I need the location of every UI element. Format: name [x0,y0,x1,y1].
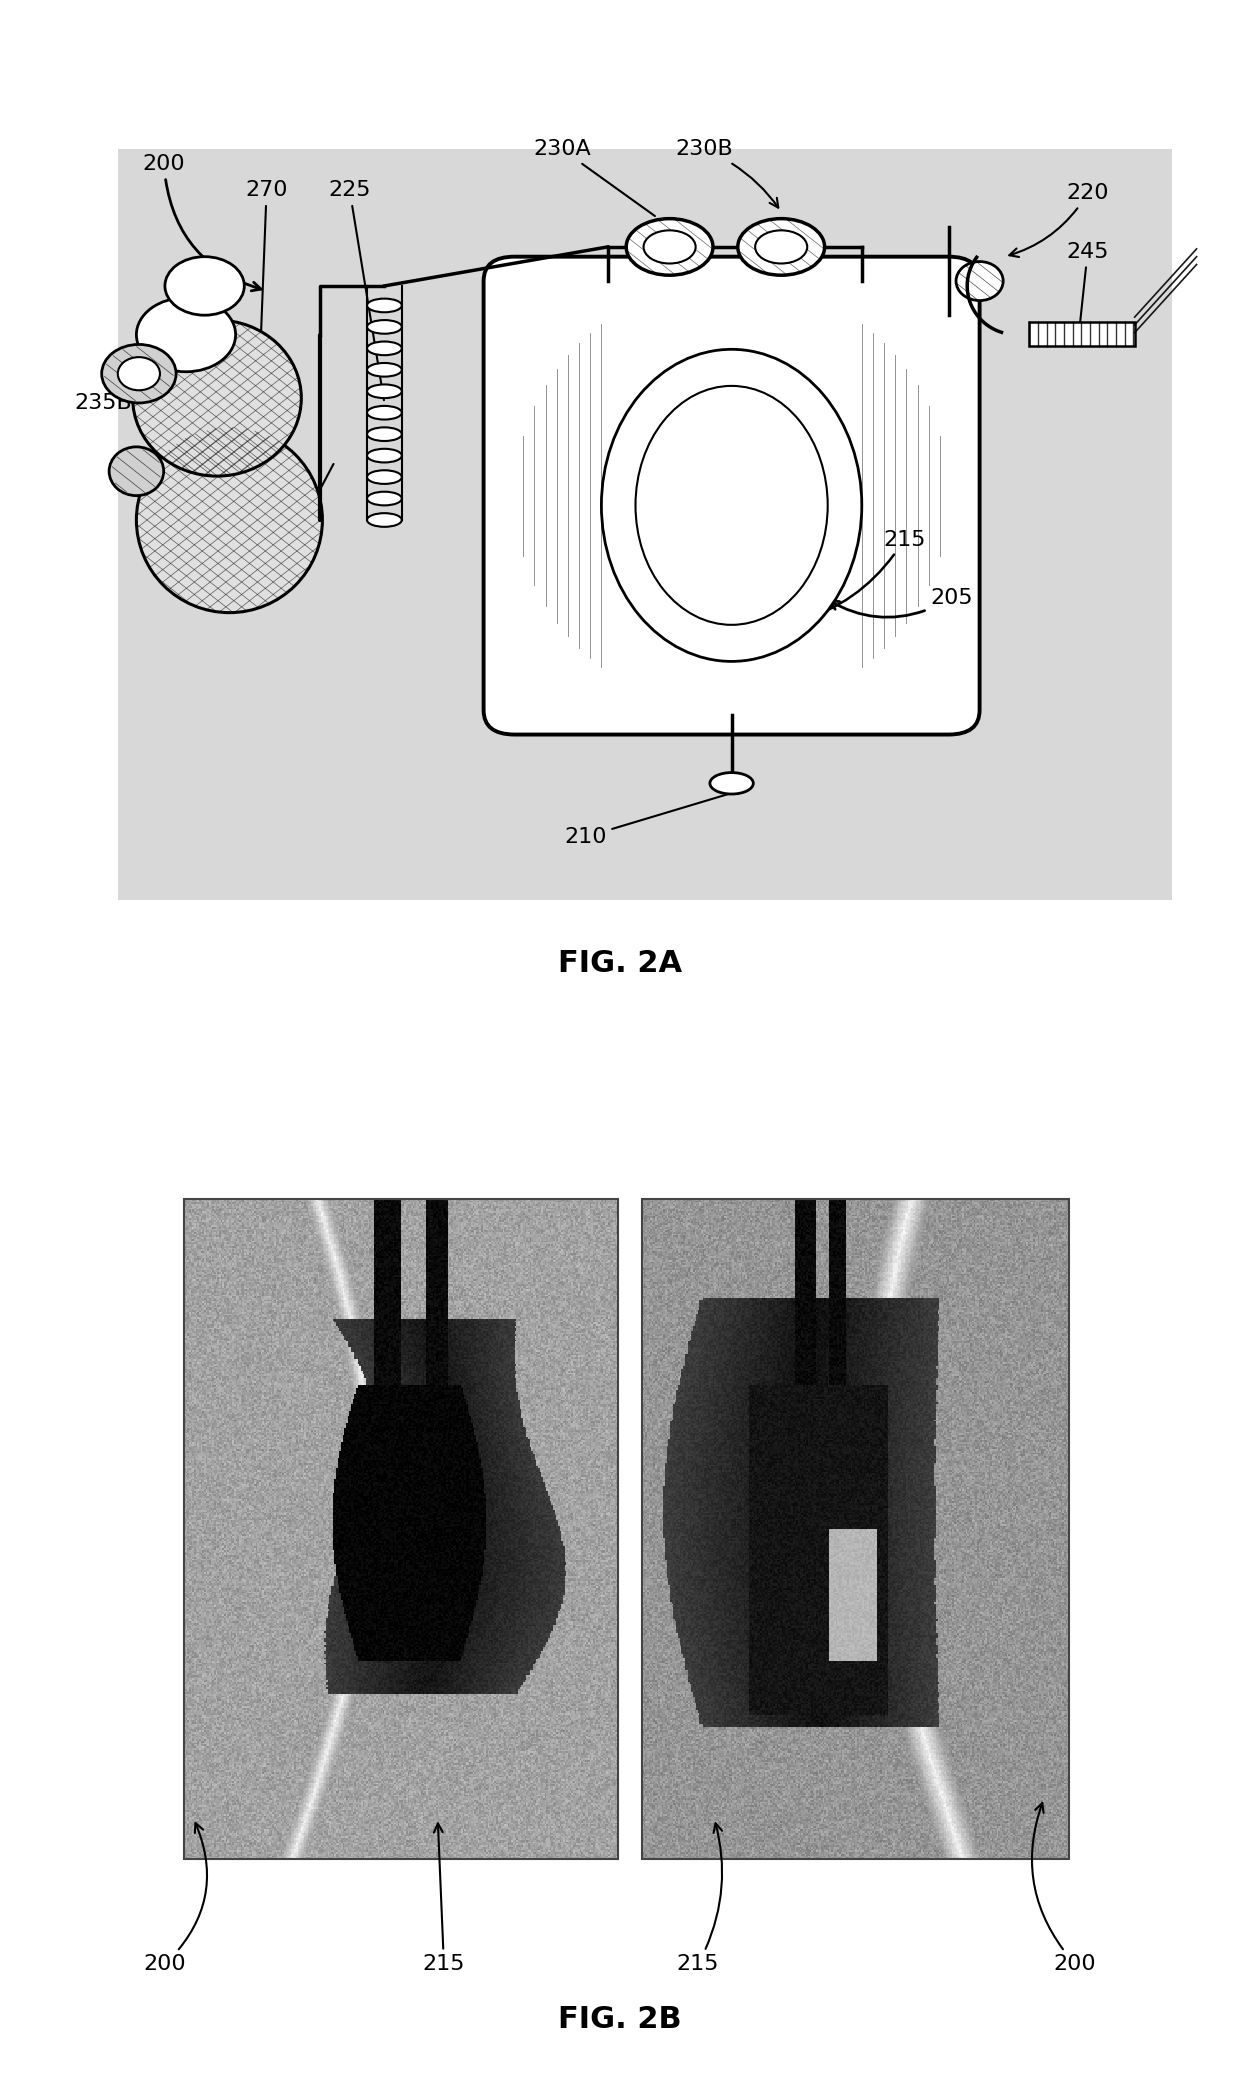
Ellipse shape [367,363,402,378]
Bar [1029,322,1135,347]
Ellipse shape [635,386,828,625]
Text: 200: 200 [143,154,260,290]
Ellipse shape [956,261,1003,301]
Ellipse shape [109,446,164,496]
Ellipse shape [136,427,322,612]
Text: FIG. 2A: FIG. 2A [558,948,682,977]
Ellipse shape [133,320,301,475]
Ellipse shape [367,513,402,527]
Ellipse shape [165,257,244,315]
Text: 200: 200 [1032,1803,1096,1973]
Ellipse shape [367,299,402,311]
Text: 200: 200 [144,1824,207,1973]
Bar [642,1199,1069,1859]
Text: 240: 240 [283,465,334,529]
Ellipse shape [367,492,402,506]
Text: 220: 220 [1009,183,1109,257]
Ellipse shape [367,342,402,355]
Ellipse shape [626,218,713,276]
Text: 230A: 230A [533,139,655,216]
Ellipse shape [102,344,176,403]
Text: 270: 270 [246,181,288,347]
Ellipse shape [755,230,807,264]
Ellipse shape [367,407,402,419]
Ellipse shape [136,297,236,371]
Ellipse shape [367,427,402,442]
Text: 215: 215 [799,529,925,622]
Bar [118,149,1172,901]
Text: 205: 205 [830,587,972,616]
Text: 225: 225 [329,181,384,400]
Ellipse shape [118,357,160,390]
Ellipse shape [367,384,402,398]
Text: 215: 215 [423,1824,465,1973]
Text: 245: 245 [1066,243,1109,332]
Ellipse shape [709,772,753,795]
Text: 235A: 235A [190,415,250,463]
Ellipse shape [601,349,862,662]
Ellipse shape [738,218,825,276]
FancyBboxPatch shape [484,257,980,735]
Text: FIG. 2B: FIG. 2B [558,2004,682,2034]
Bar [184,1199,618,1859]
Ellipse shape [367,471,402,483]
Text: 215: 215 [677,1824,722,1973]
Ellipse shape [644,230,696,264]
Ellipse shape [367,320,402,334]
Text: 235B: 235B [74,376,146,413]
Ellipse shape [367,448,402,463]
Text: 230B: 230B [676,139,779,208]
Text: 210: 210 [564,795,729,847]
